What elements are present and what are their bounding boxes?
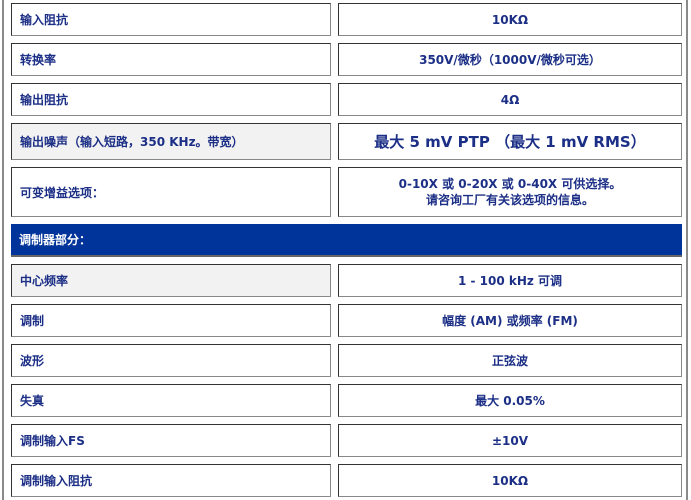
spec-label: 调制输入阻抗	[11, 464, 331, 497]
spec-label: 输出噪声（输入短路，350 KHz。带宽）	[11, 123, 331, 160]
spec-label: 输入阻抗	[11, 3, 331, 36]
spec-label: 中心频率	[11, 264, 331, 297]
spec-value: 幅度 (AM) 或频率 (FM)	[338, 304, 682, 337]
spec-label: 波形	[11, 344, 331, 377]
spec-value: 正弦波	[338, 344, 682, 377]
spec-label: 可变增益选项：	[11, 167, 331, 217]
spec-value: 10KΩ	[338, 464, 682, 497]
spec-label: 调制	[11, 304, 331, 337]
spec-value: 0-10X 或 0-20X 或 0-40X 可供选择。 请咨询工厂有关该选项的信…	[338, 167, 682, 217]
spec-label: 输出阻抗	[11, 83, 331, 116]
spec-label: 转换率	[11, 43, 331, 76]
spec-value: 4Ω	[338, 83, 682, 116]
value-line: 请咨询工厂有关该选项的信息。	[425, 193, 594, 207]
spec-value: 最大 5 mV PTP （最大 1 mV RMS）	[338, 123, 682, 160]
spec-label: 调制输入FS	[11, 424, 331, 457]
spec-value: 最大 0.05%	[338, 384, 682, 417]
spec-value: 350V/微秒（1000V/微秒可选）	[338, 43, 682, 76]
spec-label: 失真	[11, 384, 331, 417]
section-header: 调制器部分：	[11, 224, 682, 257]
value-line: 0-10X 或 0-20X 或 0-40X 可供选择。	[398, 177, 622, 191]
spec-value: ±10V	[338, 424, 682, 457]
spec-value: 10KΩ	[338, 3, 682, 36]
spec-value: 1 - 100 kHz 可调	[338, 264, 682, 297]
